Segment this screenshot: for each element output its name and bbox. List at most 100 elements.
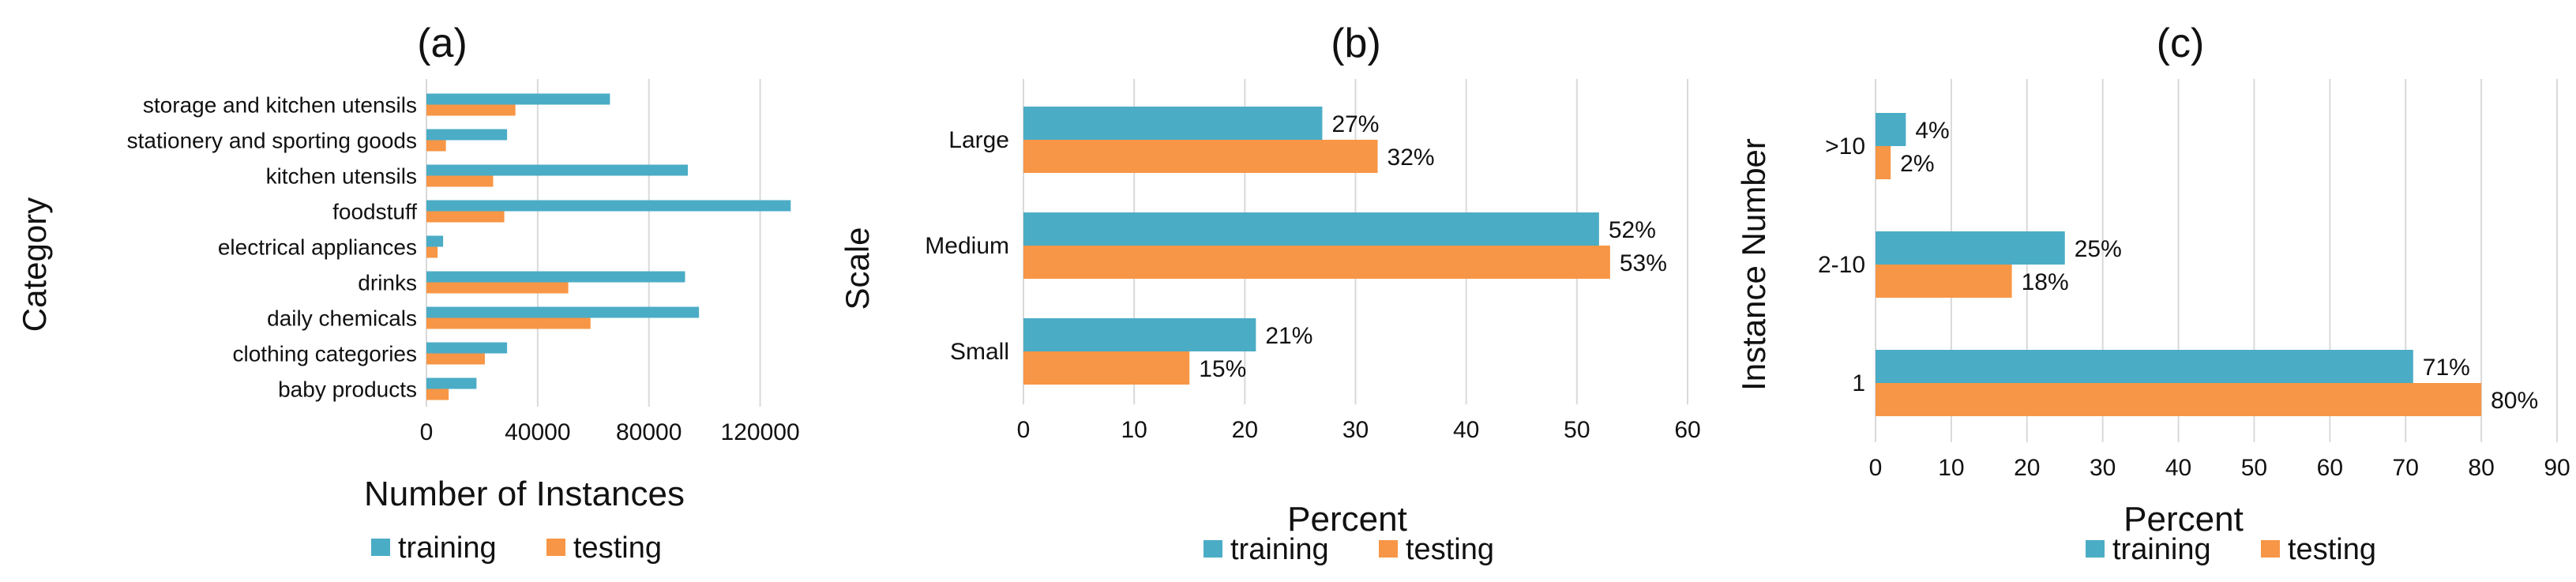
bar-training — [1876, 350, 2413, 383]
legend-label: training — [2112, 533, 2211, 566]
legend-swatch-testing — [1379, 540, 1398, 558]
category-label: daily chemicals — [267, 306, 417, 331]
legend: training testing — [1204, 533, 1494, 566]
category-label: Small — [950, 339, 1009, 365]
x-axis-title: Number of Instances — [364, 475, 685, 513]
legend-swatch-training — [371, 539, 390, 556]
category-label: 1 — [1852, 370, 1865, 396]
bar-testing — [1876, 146, 1891, 179]
panel-label: (a) — [417, 21, 468, 66]
panel-label: (c) — [2157, 21, 2205, 66]
data-label: 71% — [2423, 355, 2470, 381]
legend-swatch-testing — [546, 539, 565, 556]
bar-training — [1023, 107, 1323, 140]
category-label: >10 — [1825, 133, 1865, 160]
data-label: 52% — [1609, 217, 1656, 243]
category-label: baby products — [278, 377, 417, 402]
category-label: kitchen utensils — [266, 164, 417, 189]
data-label: 80% — [2491, 388, 2538, 414]
data-label: 21% — [1265, 323, 1312, 349]
category-label: electrical appliances — [218, 235, 417, 260]
category-label: Medium — [925, 233, 1009, 259]
legend-label: training — [398, 531, 497, 565]
y-axis-title: Scale — [839, 227, 876, 310]
bar-training — [426, 164, 689, 176]
bar-training — [426, 235, 444, 247]
bar-testing — [1023, 351, 1190, 385]
x-tick-label: 80000 — [616, 419, 682, 445]
y-axis-title: Category — [16, 197, 53, 332]
bar-training — [426, 271, 685, 283]
panel-label: (b) — [1331, 21, 1381, 66]
x-tick-label: 70 — [2393, 455, 2419, 481]
legend-swatch-training — [1204, 540, 1222, 558]
x-tick-label: 30 — [2090, 455, 2116, 481]
data-label: 4% — [1915, 118, 1949, 144]
bar-testing — [1023, 140, 1378, 173]
x-tick-label: 90 — [2544, 455, 2570, 481]
legend-swatch-training — [2086, 540, 2105, 558]
bar-testing — [1876, 265, 2012, 298]
category-label: clothing categories — [233, 342, 417, 366]
x-axis-title: Percent — [2124, 500, 2244, 539]
bar-testing — [1023, 246, 1610, 279]
bar-training — [426, 93, 610, 105]
data-label: 15% — [1199, 356, 1246, 382]
x-tick-label: 0 — [1869, 455, 1883, 481]
category-label: foodstuff — [332, 200, 417, 224]
chart-panel-1: storage and kitchen utensils stationery a… — [16, 21, 800, 565]
category-label: storage and kitchen utensils — [143, 93, 417, 118]
data-label: 2% — [1900, 151, 1934, 177]
legend-label: training — [1230, 533, 1329, 566]
bar-testing — [426, 175, 494, 187]
x-tick-label: 0 — [1017, 417, 1031, 443]
x-tick-label: 60 — [2317, 455, 2343, 481]
x-tick-label: 50 — [1564, 417, 1590, 443]
data-label: 27% — [1331, 111, 1379, 137]
bar-testing — [426, 104, 516, 116]
bar-training — [1876, 113, 1906, 146]
chart-panel-3: >10 4% 2% 2-10 25%18% 1 71% 80% 0 10 20 30 40 50 60 70 8… — [1735, 21, 2570, 566]
bar-training — [426, 342, 508, 354]
x-tick-label: 40 — [2165, 455, 2191, 481]
x-axis-title: Percent — [1287, 500, 1407, 539]
bar-testing — [426, 140, 446, 152]
data-label: 53% — [1620, 250, 1667, 276]
bar-testing — [426, 389, 449, 400]
x-tick-label: 10 — [1121, 417, 1147, 443]
x-tick-label: 40 — [1453, 417, 1479, 443]
x-tick-label: 40000 — [505, 419, 570, 445]
category-label: drinks — [358, 271, 417, 295]
bar-testing — [426, 353, 485, 365]
category-label: Large — [948, 127, 1009, 153]
category-label: 2-10 — [1818, 252, 1865, 278]
legend: training testing — [371, 531, 662, 565]
legend: training testing — [2086, 533, 2376, 566]
x-tick-label: 0 — [420, 419, 434, 445]
legend-label: testing — [1406, 533, 1494, 566]
bar-training — [1876, 231, 2065, 265]
category-label: stationery and sporting goods — [127, 129, 417, 153]
x-tick-label: 120000 — [721, 419, 800, 445]
chart-panel-2: Large 27% 32% Medium 52% 53% Small 21% 15% 0 10 20 3… — [839, 21, 1701, 566]
data-label: 18% — [2022, 269, 2069, 295]
legend-label: testing — [2288, 533, 2376, 566]
x-tick-label: 20 — [1232, 417, 1258, 443]
x-tick-label: 20 — [2014, 455, 2040, 481]
bar-training — [426, 200, 791, 212]
data-label: 25% — [2075, 236, 2122, 262]
bar-testing — [426, 317, 591, 329]
x-tick-label: 50 — [2241, 455, 2267, 481]
x-tick-label: 30 — [1342, 417, 1369, 443]
bar-testing — [426, 282, 569, 294]
legend-label: testing — [573, 531, 662, 565]
x-tick-label: 60 — [1674, 417, 1700, 443]
bar-training — [426, 129, 508, 141]
bar-training — [1023, 318, 1256, 351]
data-label: 32% — [1388, 145, 1435, 171]
bar-testing — [426, 246, 438, 258]
x-tick-label: 80 — [2468, 455, 2494, 481]
y-axis-title: Instance Number — [1735, 138, 1772, 391]
bar-testing — [1876, 383, 2482, 416]
